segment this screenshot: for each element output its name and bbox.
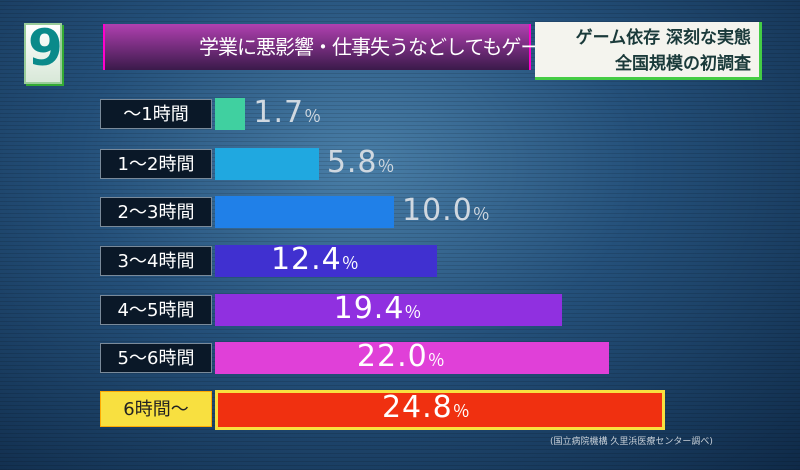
value-label: 22.0％ — [357, 339, 446, 374]
unit: ％ — [452, 402, 471, 422]
value-label: 5.8％ — [327, 145, 396, 180]
category-label: 5～6時間 — [100, 343, 212, 373]
value-label: 1.7％ — [253, 95, 322, 130]
bar — [215, 98, 246, 130]
value-number: 22.0 — [356, 339, 428, 374]
value-number: 10.0 — [402, 193, 473, 228]
bar — [215, 294, 563, 326]
category-label: 1～2時間 — [100, 149, 212, 179]
value-label: 19.4％ — [334, 291, 423, 326]
value-number: 19.4 — [333, 291, 405, 326]
program-logo: 9 — [24, 19, 63, 84]
unit: ％ — [304, 107, 323, 127]
value-number: 24.8 — [381, 390, 453, 425]
bar — [215, 342, 609, 374]
unit: ％ — [341, 254, 360, 274]
unit: ％ — [404, 303, 423, 323]
source-note: (国立病院機構 久里浜医療センター調べ) — [550, 437, 713, 447]
value-number: 1.7 — [253, 95, 305, 130]
unit: ％ — [427, 351, 446, 371]
value-number: 5.8 — [326, 145, 378, 180]
headline: 学業に悪影響・仕事失うなどしてもゲーム続けた — [103, 24, 616, 70]
value-label: 24.8％ — [382, 390, 471, 425]
value-label: 12.4％ — [271, 242, 360, 277]
bar — [215, 245, 437, 277]
bar — [215, 148, 319, 180]
topic-line-1: ゲーム依存 深刻な実態 — [575, 28, 751, 48]
topic-box: ゲーム依存 深刻な実態 全国規模の初調査 — [535, 22, 762, 80]
category-label: 3～4時間 — [100, 246, 212, 276]
category-label: 4～5時間 — [100, 295, 212, 325]
value-number: 12.4 — [270, 242, 342, 277]
unit: ％ — [472, 205, 491, 225]
bar — [215, 390, 665, 430]
bar — [215, 196, 394, 228]
category-label: ～1時間 — [100, 99, 212, 129]
value-label: 10.0％ — [402, 193, 491, 228]
category-label: 6時間～ — [100, 391, 212, 427]
topic-line-2: 全国規模の初調査 — [615, 54, 751, 74]
category-label: 2～3時間 — [100, 197, 212, 227]
unit: ％ — [377, 157, 396, 177]
